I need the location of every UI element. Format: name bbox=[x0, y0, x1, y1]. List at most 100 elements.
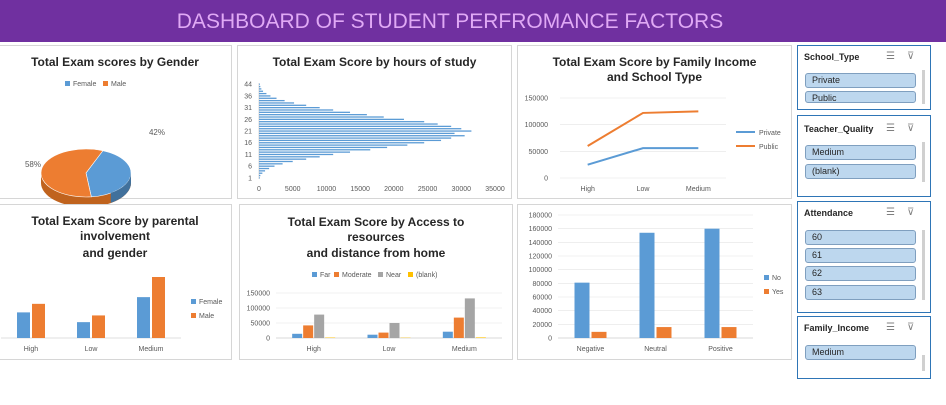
y-tick-label: 16 bbox=[244, 140, 252, 147]
legend-label: (blank) bbox=[416, 272, 437, 279]
slicer-item[interactable]: 60 bbox=[805, 230, 916, 245]
slicer-item[interactable]: 62 bbox=[805, 266, 916, 281]
chart-title-line-2: involvement bbox=[79, 229, 151, 243]
bar bbox=[639, 232, 655, 338]
legend-swatch bbox=[378, 272, 383, 277]
bar bbox=[259, 107, 320, 109]
clear-filter-icon[interactable]: ⊽ bbox=[907, 207, 915, 218]
bar bbox=[259, 153, 334, 156]
legend-label: Moderate bbox=[342, 272, 372, 279]
clear-filter-icon[interactable]: ⊽ bbox=[907, 51, 915, 62]
slicer-scrollbar[interactable] bbox=[922, 142, 925, 182]
panel-access[interactable]: Total Exam Score by Access to resources … bbox=[239, 204, 513, 360]
y-tick-label: 40000 bbox=[533, 308, 553, 315]
x-tick-label: 35000 bbox=[485, 186, 505, 193]
panel-parental[interactable]: Total Exam Score by parental involvement… bbox=[0, 204, 232, 360]
panel-income[interactable]: Total Exam Score by Family Income and Sc… bbox=[517, 45, 792, 199]
slicer-title: Family_Income bbox=[804, 323, 870, 333]
slicer-item[interactable]: 63 bbox=[805, 285, 916, 300]
bar bbox=[259, 142, 425, 144]
bar bbox=[259, 177, 260, 179]
bar bbox=[259, 165, 275, 167]
legend-label: Male bbox=[199, 313, 214, 320]
multi-select-icon[interactable]: ☰ bbox=[886, 207, 895, 218]
x-tick-label: 15000 bbox=[350, 186, 370, 193]
legend-swatch bbox=[103, 81, 108, 86]
clear-filter-icon[interactable]: ⊽ bbox=[907, 123, 915, 134]
y-tick-label: 100000 bbox=[247, 306, 270, 313]
bar bbox=[259, 167, 270, 170]
y-tick-label: 6 bbox=[248, 164, 252, 171]
bar bbox=[259, 88, 262, 90]
bar bbox=[259, 92, 267, 95]
bar bbox=[259, 170, 266, 172]
slicer-item[interactable]: Medium bbox=[805, 345, 916, 360]
data-label: 58% bbox=[25, 160, 41, 169]
bar bbox=[259, 102, 295, 104]
slicer-item[interactable]: (blank) bbox=[805, 164, 916, 179]
bar bbox=[464, 298, 475, 338]
multi-select-icon[interactable]: ☰ bbox=[886, 123, 895, 134]
bar bbox=[389, 323, 400, 338]
clear-filter-icon[interactable]: ⊽ bbox=[907, 322, 915, 333]
legend-label: Yes bbox=[772, 289, 784, 296]
legend-label: Male bbox=[111, 81, 126, 88]
legend-label: Public bbox=[759, 144, 779, 151]
panel-gender[interactable]: Total Exam scores by Gender Female Male 42… bbox=[0, 45, 232, 207]
slicer-teacher-quality[interactable]: Teacher_Quality ☰ ⊽ Medium (blank) bbox=[797, 115, 931, 197]
legend-swatch bbox=[191, 313, 196, 318]
slicer-item[interactable]: Private bbox=[805, 73, 916, 88]
bar bbox=[259, 123, 438, 125]
bar bbox=[259, 128, 462, 130]
series-line bbox=[587, 147, 699, 166]
y-tick-label: 20000 bbox=[533, 322, 553, 329]
chart-title-line-1: Total Exam Score by Family Income bbox=[552, 55, 757, 69]
chart-title-line-3: and gender bbox=[82, 246, 148, 260]
slicer-scrollbar[interactable] bbox=[922, 70, 925, 104]
slicer-item[interactable]: Medium bbox=[805, 145, 916, 160]
multi-select-icon[interactable]: ☰ bbox=[886, 51, 895, 62]
chart-title-line-3: and distance from home bbox=[306, 246, 446, 260]
slicer-school-type[interactable]: School_Type ☰ ⊽ Private Public bbox=[797, 45, 931, 110]
slicer-item[interactable]: Public bbox=[805, 91, 916, 103]
x-tick-label: 25000 bbox=[418, 186, 438, 193]
y-tick-label: 36 bbox=[244, 93, 252, 100]
bar bbox=[259, 137, 452, 139]
x-tick-label: Medium bbox=[139, 346, 164, 353]
bar bbox=[259, 114, 367, 116]
slicer-family-income[interactable]: Family_Income ☰ ⊽ Medium bbox=[797, 316, 931, 379]
y-tick-label: 140000 bbox=[529, 240, 552, 247]
bar bbox=[259, 83, 260, 85]
y-tick-label: 50000 bbox=[251, 321, 271, 328]
multi-select-icon[interactable]: ☰ bbox=[886, 322, 895, 333]
bar bbox=[259, 111, 351, 113]
y-tick-label: 160000 bbox=[529, 226, 552, 233]
y-tick-label: 180000 bbox=[529, 213, 552, 220]
legend-swatch bbox=[312, 272, 317, 277]
slicer-item[interactable]: 61 bbox=[805, 248, 916, 263]
y-tick-label: 100000 bbox=[525, 122, 548, 129]
panel-peer[interactable]: 0 20000 40000 60000 80000 100000 120000 140000 1… bbox=[517, 204, 792, 360]
slicer-title: Teacher_Quality bbox=[804, 124, 874, 134]
slicer-title: School_Type bbox=[804, 52, 860, 62]
panel-hours[interactable]: Total Exam Score by hours of study 1 6 11 1… bbox=[237, 45, 512, 199]
slicer-title: Attendance bbox=[804, 208, 854, 218]
slicer-scrollbar[interactable] bbox=[922, 230, 925, 300]
slicer-scrollbar[interactable] bbox=[922, 355, 925, 371]
bar bbox=[259, 99, 285, 102]
bar bbox=[259, 130, 472, 132]
legend-swatch bbox=[764, 289, 769, 294]
bar bbox=[367, 334, 378, 338]
bar bbox=[259, 163, 283, 165]
bar bbox=[137, 297, 150, 338]
y-tick-label: 0 bbox=[266, 336, 270, 343]
data-label: 42% bbox=[149, 128, 165, 137]
legend-swatch bbox=[408, 272, 413, 277]
x-tick-label: Positive bbox=[708, 346, 733, 353]
pie-side bbox=[110, 173, 131, 203]
legend-swatch bbox=[334, 272, 339, 277]
slicer-attendance[interactable]: Attendance ☰ ⊽ 60 61 62 63 bbox=[797, 201, 931, 313]
series-line bbox=[587, 110, 699, 147]
bar bbox=[92, 315, 105, 338]
bar bbox=[259, 139, 442, 142]
